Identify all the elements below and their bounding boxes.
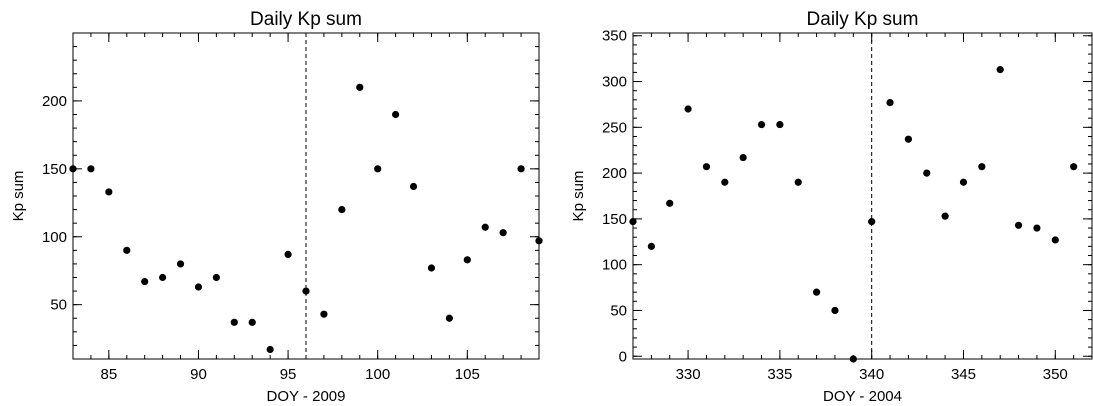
data-point [757, 120, 766, 129]
data-point [445, 314, 453, 322]
chart-panel-1: 85 90 95 100 105 50 100 150 200 Daily Kp sum DOY -… [10, 9, 543, 405]
x-tick-label: 105 [455, 366, 480, 383]
data-point [959, 178, 968, 186]
y-tick-label: 100 [42, 229, 67, 246]
data-point [941, 212, 949, 220]
data-point [356, 83, 364, 91]
data-point [813, 288, 821, 296]
data-point [499, 229, 507, 237]
data-point [87, 165, 95, 173]
x-axis-label: DOY - 2009 [267, 388, 346, 405]
x-tick-label: 335 [767, 366, 792, 383]
data-point [481, 223, 489, 231]
data-point [535, 237, 543, 245]
plot-frame [632, 32, 1093, 360]
data-point [427, 264, 436, 272]
x-tick-label: 100 [365, 366, 390, 383]
y-tick-label: 50 [50, 297, 67, 314]
data-point [105, 188, 113, 196]
x-tick-label: 95 [280, 366, 297, 383]
data-point [302, 287, 310, 295]
x-axis-label: DOY - 2004 [823, 388, 902, 405]
data-point [338, 205, 346, 214]
y-tick-label: 150 [42, 161, 67, 178]
data-point [212, 273, 220, 282]
data-point [923, 169, 931, 177]
data-point [776, 120, 784, 129]
data-point [886, 98, 894, 107]
data-point [230, 318, 238, 326]
y-tick-label: 250 [602, 119, 627, 136]
data-point [1051, 236, 1059, 244]
data-point [684, 105, 692, 113]
y-tick-label: 200 [602, 165, 627, 182]
data-point [266, 345, 274, 354]
chart-title: Daily Kp sum [807, 9, 919, 30]
x-tick-label: 340 [859, 366, 884, 383]
data-point [794, 178, 802, 186]
data-point [159, 273, 167, 282]
data-point [284, 250, 292, 259]
x-tick-label: 330 [676, 366, 701, 383]
data-point [1033, 224, 1041, 232]
data-point [374, 165, 382, 173]
data-point [517, 165, 525, 173]
data-point [69, 165, 77, 173]
data-point [629, 218, 637, 226]
data-point [721, 178, 729, 186]
y-tick-label: 0 [619, 348, 627, 365]
chart-title: Daily Kp sum [250, 9, 362, 30]
data-point [248, 318, 256, 326]
x-tick-label: 85 [101, 366, 118, 383]
data-point [978, 163, 986, 171]
data-point [831, 306, 839, 315]
x-tick-label: 90 [190, 366, 207, 383]
data-point [739, 153, 747, 162]
data-point [463, 256, 471, 264]
data-point [320, 310, 328, 318]
data-point [409, 182, 418, 191]
data-point [1014, 221, 1023, 229]
y-tick-label: 150 [602, 211, 627, 228]
data-point [1070, 163, 1078, 171]
y-axis-label: Kp sum [10, 171, 27, 222]
data-point [666, 199, 674, 207]
data-point [647, 242, 655, 250]
data-point [194, 283, 203, 291]
data-point [141, 277, 149, 286]
y-axis-label: Kp sum [570, 171, 587, 222]
data-point [868, 218, 876, 226]
y-tick-label: 50 [610, 302, 627, 319]
data-point [996, 66, 1004, 74]
y-tick-label: 100 [602, 257, 627, 274]
y-tick-label: 350 [602, 28, 627, 45]
data-point [176, 260, 185, 268]
x-tick-label: 350 [1043, 366, 1068, 383]
y-tick-label: 300 [602, 74, 627, 91]
data-point [392, 110, 400, 119]
chart-panel-2: 330 335 340 345 350 0 50 100 150 200 250 300 350 Dail… [570, 9, 1093, 405]
data-point [849, 355, 857, 363]
data-point [123, 246, 131, 254]
y-tick-label: 200 [42, 93, 67, 110]
data-point [904, 135, 913, 143]
x-tick-label: 345 [951, 366, 976, 383]
data-point [702, 163, 711, 171]
